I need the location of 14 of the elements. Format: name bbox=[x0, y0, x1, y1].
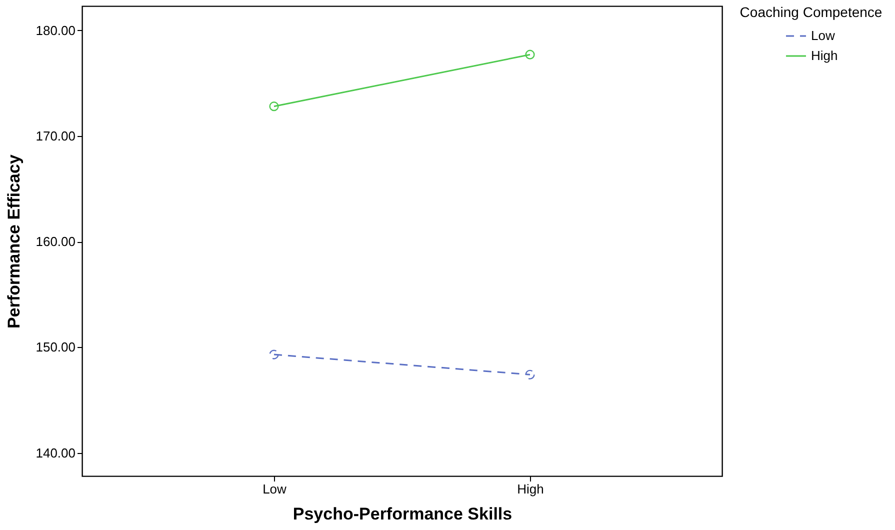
point bbox=[525, 370, 535, 380]
legend-title: Coaching Competence bbox=[740, 4, 882, 20]
point bbox=[269, 102, 279, 112]
legend-label: High bbox=[811, 48, 838, 63]
y-tick-label: 140.00 bbox=[36, 445, 76, 460]
y-tick-label: 180.00 bbox=[36, 22, 76, 38]
legend-label: Low bbox=[811, 28, 836, 43]
point bbox=[269, 350, 279, 360]
point bbox=[525, 50, 535, 60]
y-tick-label: 150.00 bbox=[36, 340, 76, 355]
y-tick-label: 170.00 bbox=[36, 128, 76, 144]
y-tick-label: 160.00 bbox=[36, 234, 76, 250]
x-axis-title: Psycho-Performance Skills bbox=[292, 504, 512, 524]
y-axis-title: Performance Efficacy bbox=[4, 154, 24, 328]
